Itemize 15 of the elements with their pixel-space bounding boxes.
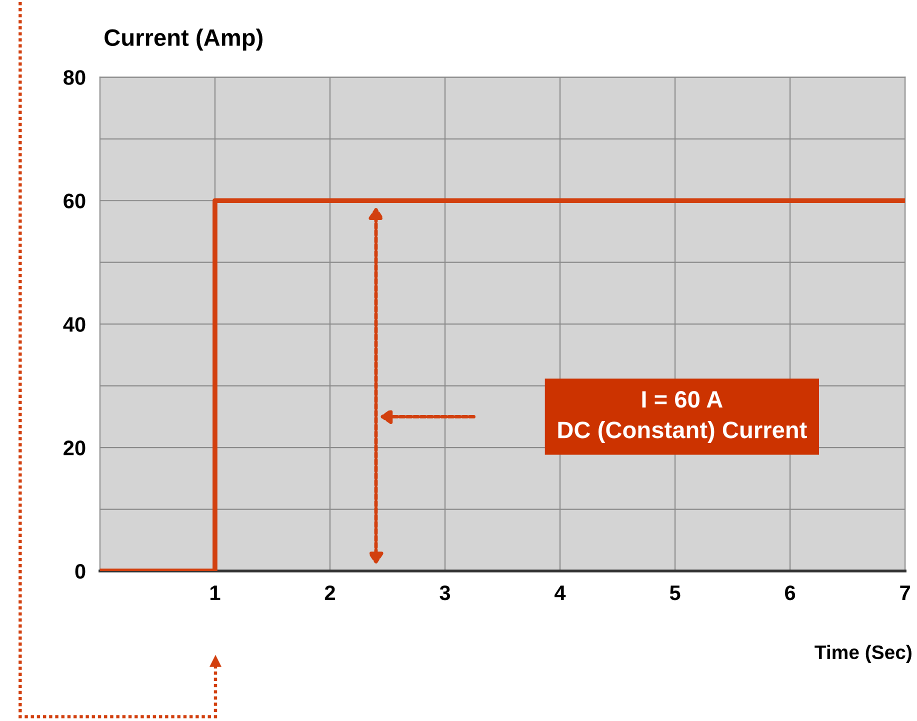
x-tick-label: 4 [554,586,566,600]
x-tick-label: 3 [440,585,450,600]
x-tick-label: 5 [670,586,680,600]
x-tick-label: 7 [900,586,910,600]
x-tick-label: 6 [785,585,796,600]
x-tick-label: 1 [210,586,220,600]
y-tick-label: 20 [64,440,86,456]
y-tick-label: 0 [75,564,86,579]
annotation: I = 60 A DC (Constant) Current [558,391,807,443]
y-tick-label: 80 [64,70,86,85]
y-axis-title: Current (Amp) [104,28,262,51]
x-axis-title: Time (Sec) [814,644,912,664]
y-tick-label: 40 [63,317,86,332]
y-tick-label: 60 [64,194,86,208]
x-tick-label: 2 [324,585,335,600]
